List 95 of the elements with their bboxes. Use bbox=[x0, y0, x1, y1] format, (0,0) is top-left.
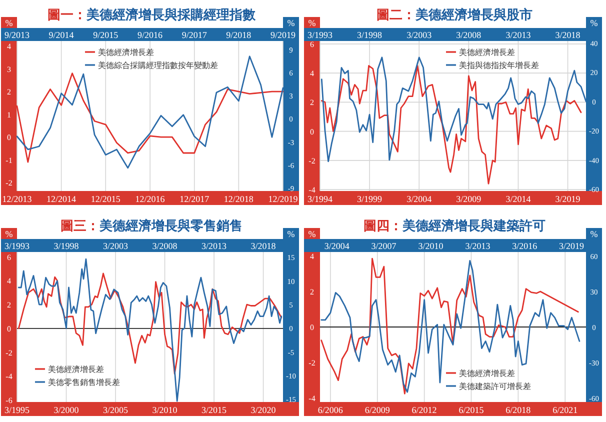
x-tick-label: 12/2013 bbox=[2, 194, 32, 204]
y-tick-label: -1 bbox=[6, 156, 12, 165]
x2-tick-label: 3/2018 bbox=[250, 241, 276, 251]
x2-tick-label: 9/2018 bbox=[226, 30, 252, 40]
y-tick-label: 3 bbox=[7, 64, 11, 74]
x2-tick-label: 3/2013 bbox=[506, 30, 532, 40]
legend-label: 美德經濟增長差 bbox=[459, 48, 515, 57]
x-tick-label: 3/2000 bbox=[54, 405, 80, 415]
x2-tick-label: 3/2016 bbox=[512, 241, 538, 251]
y-tick-label: 0 bbox=[7, 133, 11, 142]
y-axis-title: % bbox=[5, 18, 14, 28]
x2-tick-label: 3/2003 bbox=[406, 30, 432, 40]
x-tick-label: 6/2009 bbox=[364, 405, 390, 415]
x2-tick-label: 3/1998 bbox=[54, 241, 80, 251]
x-tick-label: 3/2014 bbox=[506, 194, 532, 204]
y-tick-label: 0 bbox=[7, 324, 11, 334]
y-tick-label: 0 bbox=[310, 323, 314, 332]
y-axis-title: % bbox=[308, 229, 316, 239]
x2-tick-label: 3/2010 bbox=[418, 241, 444, 251]
x-tick-label: 6/2012 bbox=[412, 405, 437, 415]
x-tick-label: 6/2015 bbox=[458, 405, 484, 415]
x-tick-label: 3/1995 bbox=[4, 405, 30, 415]
y-tick-label: -2 bbox=[6, 178, 12, 188]
x2-tick-label: 3/2008 bbox=[152, 241, 178, 251]
x-tick-label: 6/2018 bbox=[506, 405, 532, 415]
chart-title: 圖三：美德經濟增長與零售銷售 bbox=[60, 219, 242, 234]
x-tick-label: 12/2016 bbox=[135, 194, 166, 204]
x2-tick-label: 3/2003 bbox=[102, 241, 128, 251]
x2-tick-label: 9/2015 bbox=[93, 30, 119, 40]
y2-axis-title: % bbox=[287, 18, 296, 28]
x2-tick-label: 3/2007 bbox=[371, 241, 397, 251]
x-tick-label: 6/2006 bbox=[318, 405, 344, 415]
x-tick-label: 3/1999 bbox=[357, 194, 383, 204]
legend-label: 美德綜合採購經理指數按年變動差 bbox=[98, 61, 218, 70]
y-tick-label: 2 bbox=[7, 88, 11, 97]
y-tick-label: 4 bbox=[310, 69, 314, 78]
y-tick-label: 2 bbox=[7, 300, 11, 310]
x-tick-label: 3/2010 bbox=[152, 405, 178, 415]
y-tick-label: 4 bbox=[310, 252, 314, 261]
x2-tick-label: 3/1998 bbox=[357, 30, 383, 40]
y-tick-label: -4 bbox=[308, 394, 316, 404]
x-tick-label: 3/2015 bbox=[202, 405, 228, 415]
y-tick-label: 4 bbox=[7, 276, 11, 286]
x-tick-label: 12/2015 bbox=[90, 194, 121, 204]
y-tick-label: 2 bbox=[310, 287, 314, 296]
y-tick-label: -2 bbox=[308, 358, 316, 368]
x2-tick-label: 9/2014 bbox=[48, 30, 74, 40]
legend-label: 美德零售銷售增長差 bbox=[48, 378, 120, 387]
y-tick-label: -4 bbox=[6, 372, 12, 382]
x2-tick-label: 9/2013 bbox=[4, 30, 30, 40]
y-tick-label: 2 bbox=[310, 98, 314, 108]
legend-label: 美德建築許可增長差 bbox=[459, 382, 531, 391]
y-tick-label: 4 bbox=[7, 42, 11, 52]
y-tick-label: -2 bbox=[308, 156, 316, 166]
x2-tick-label: 3/1993 bbox=[4, 241, 30, 251]
chart-title: 圖二：美德經濟增長與股市 bbox=[376, 8, 532, 23]
x2-tick-label: 3/2013 bbox=[202, 241, 228, 251]
x-tick-label: 12/2014 bbox=[46, 194, 77, 204]
legend-label: 美指與德指按年增長差 bbox=[459, 61, 539, 70]
y2-axis-title: % bbox=[590, 229, 598, 239]
y-tick-label: 6 bbox=[310, 40, 314, 49]
x-tick-label: 3/2009 bbox=[456, 194, 482, 204]
x-tick-label: 12/2019 bbox=[268, 194, 298, 204]
y-tick-label: -6 bbox=[6, 396, 12, 406]
y2-axis-title: % bbox=[287, 229, 296, 239]
x-tick-label: 3/2004 bbox=[406, 194, 432, 204]
x-tick-label: 6/2021 bbox=[552, 405, 578, 415]
y2-axis-title: % bbox=[590, 18, 598, 28]
legend-label: 美德經濟增長差 bbox=[48, 365, 104, 374]
x-tick-label: 3/2005 bbox=[103, 405, 129, 415]
x2-tick-label: 3/2018 bbox=[555, 30, 581, 40]
x2-tick-label: 3/2004 bbox=[324, 241, 350, 251]
x2-tick-label: 9/2017 bbox=[182, 30, 208, 40]
x2-tick-label: 3/2008 bbox=[456, 30, 482, 40]
legend-label: 美德經濟增長差 bbox=[98, 48, 154, 57]
y-axis-title: % bbox=[308, 18, 316, 28]
y-tick-label: -2 bbox=[6, 348, 12, 358]
legend-label: 美德經濟增長差 bbox=[459, 369, 515, 378]
x-tick-label: 3/1994 bbox=[307, 194, 333, 204]
x2-tick-label: 9/2019 bbox=[270, 30, 296, 40]
y-tick-label: 1 bbox=[7, 110, 11, 120]
x2-tick-label: 3/1993 bbox=[307, 30, 333, 40]
y-axis-title: % bbox=[5, 229, 14, 239]
x-tick-label: 3/2019 bbox=[555, 194, 581, 204]
y-tick-label: -4 bbox=[308, 186, 316, 195]
x2-tick-label: 9/2016 bbox=[138, 30, 164, 40]
chart-title: 圖四：美德經濟增長與建築許可 bbox=[364, 219, 546, 234]
x-tick-label: 12/2018 bbox=[224, 194, 254, 204]
x-tick-label: 12/2017 bbox=[180, 194, 210, 204]
x2-tick-label: 3/2013 bbox=[465, 241, 491, 251]
y-tick-label: 6 bbox=[7, 252, 11, 262]
x-tick-label: 3/2020 bbox=[250, 405, 276, 415]
chart-title: 圖一：美德經濟增長與採購經理指數 bbox=[48, 8, 256, 23]
y-tick-label: 0 bbox=[310, 127, 314, 136]
x2-tick-label: 3/2019 bbox=[559, 241, 585, 251]
